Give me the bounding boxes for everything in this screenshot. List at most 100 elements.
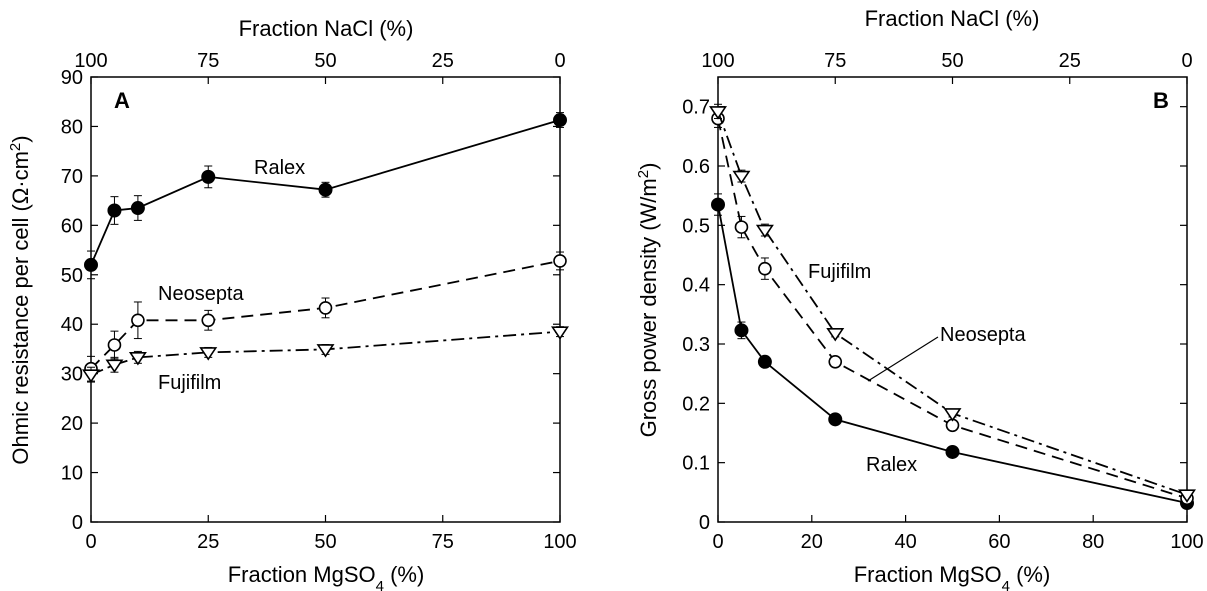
point-neosepta xyxy=(201,313,216,328)
panel-a-x-axis-label: Fraction MgSO4 (%) xyxy=(228,562,425,591)
point-fujifilm xyxy=(732,170,751,185)
x-tick-label: 100 xyxy=(543,531,576,553)
point-neosepta xyxy=(553,254,567,268)
panel-a-letter: A xyxy=(114,88,130,113)
y-tick-label: 10 xyxy=(61,463,83,485)
point-fujifilm xyxy=(826,328,845,342)
y-tick-label: 0.3 xyxy=(682,334,710,356)
point-ralex xyxy=(84,257,98,272)
point-neosepta xyxy=(107,338,122,352)
y-tick-label: 0.6 xyxy=(682,156,710,178)
point-neosepta xyxy=(758,261,772,276)
panel-b-y-label-sup: 2 xyxy=(635,170,652,178)
y-tick-label: 30 xyxy=(61,364,83,386)
panel-a-label-fujifilm: Fujifilm xyxy=(158,372,221,394)
panel-b-y-label-tail: ) xyxy=(636,163,661,170)
panel-a-top-axis-label: Fraction NaCl (%) xyxy=(239,16,414,41)
point-fujifilm xyxy=(551,326,569,340)
panel-a-x-label-sub: 4 xyxy=(376,578,384,591)
panel-b-x-axis-label: Fraction MgSO4 (%) xyxy=(854,562,1051,591)
point-ralex xyxy=(107,203,122,218)
point-neosepta xyxy=(828,354,843,369)
panel-a-x-label-main: Fraction MgSO xyxy=(228,562,376,587)
top-tick-label: 75 xyxy=(197,50,219,72)
panel-b-x-label-tail: (%) xyxy=(1010,562,1050,587)
y-tick-label: 80 xyxy=(61,116,83,138)
panel-b-x-label-main: Fraction MgSO xyxy=(854,562,1002,587)
series-line-fujifilm xyxy=(90,330,561,376)
point-neosepta xyxy=(318,301,333,315)
point-fujifilm xyxy=(709,106,727,120)
point-ralex xyxy=(757,354,772,369)
panel-b-series xyxy=(709,103,1196,511)
panel-a-y-label-main: Ohmic resistance per cell (Ω·cm xyxy=(8,151,33,465)
panel-b-letter: B xyxy=(1153,88,1169,113)
point-fujifilm xyxy=(105,359,124,373)
point-ralex xyxy=(318,182,333,197)
panel-a-y-label-tail: ) xyxy=(8,135,33,142)
panel-b-top-axis-label: Fraction NaCl (%) xyxy=(865,6,1040,31)
panel-b-label-ralex: Ralex xyxy=(866,454,917,476)
point-ralex xyxy=(553,113,567,128)
y-tick-label: 0.4 xyxy=(682,275,710,297)
y-tick-label: 0.5 xyxy=(682,215,710,237)
point-ralex xyxy=(130,201,145,216)
top-tick-label: 25 xyxy=(1059,50,1081,72)
panel-a-label-ralex: Ralex xyxy=(254,157,305,179)
x-tick-label: 50 xyxy=(314,531,336,553)
panel-a-y-axis-label: Ohmic resistance per cell (Ω·cm2) xyxy=(7,135,34,464)
x-tick-label: 80 xyxy=(1082,531,1104,553)
point-fujifilm xyxy=(199,347,218,361)
panel-b-y-label-main: Gross power density (W/m xyxy=(636,178,661,437)
point-ralex xyxy=(828,412,843,427)
point-ralex xyxy=(945,444,960,459)
point-neosepta xyxy=(734,220,749,234)
x-tick-label: 0 xyxy=(712,531,723,553)
point-fujifilm xyxy=(128,352,147,366)
panel-b-label-neosepta: Neosepta xyxy=(940,324,1026,346)
point-fujifilm xyxy=(316,344,335,358)
series-line-fujifilm xyxy=(717,111,1188,496)
x-tick-label: 0 xyxy=(85,531,96,553)
point-ralex xyxy=(711,197,725,212)
panel-b-x-label-sub: 4 xyxy=(1002,578,1010,591)
top-tick-label: 100 xyxy=(74,50,107,72)
point-ralex xyxy=(201,169,216,184)
y-tick-label: 50 xyxy=(61,265,83,287)
panel-a-series xyxy=(82,112,569,383)
panel-a-x-label-tail: (%) xyxy=(384,562,424,587)
y-tick-label: 90 xyxy=(61,67,83,89)
top-tick-label: 50 xyxy=(941,50,963,72)
panel-b-y-axis-label: Gross power density (W/m2) xyxy=(635,163,662,438)
y-tick-label: 40 xyxy=(61,314,83,336)
point-fujifilm xyxy=(1178,489,1196,503)
y-tick-label: 60 xyxy=(61,215,83,237)
top-tick-label: 50 xyxy=(314,50,336,72)
point-fujifilm xyxy=(82,369,100,383)
top-tick-label: 0 xyxy=(554,50,565,72)
y-tick-label: 70 xyxy=(61,166,83,188)
panel-a-y-label-sup: 2 xyxy=(7,143,24,151)
top-tick-label: 0 xyxy=(1181,50,1192,72)
y-tick-label: 0 xyxy=(699,512,710,534)
point-fujifilm xyxy=(755,224,774,239)
x-tick-label: 25 xyxy=(197,531,219,553)
series-line-ralex xyxy=(717,204,1188,504)
y-tick-label: 0.2 xyxy=(682,393,710,415)
panel-b-label-fujifilm: Fujifilm xyxy=(808,261,871,283)
x-tick-label: 60 xyxy=(988,531,1010,553)
series-line-neosepta xyxy=(717,118,1188,500)
series-line-ralex xyxy=(90,119,561,266)
y-tick-label: 20 xyxy=(61,413,83,435)
top-tick-label: 25 xyxy=(432,50,454,72)
top-tick-label: 75 xyxy=(824,50,846,72)
panel-b-neosepta-leader xyxy=(867,336,939,382)
y-tick-label: 0 xyxy=(72,512,83,534)
y-tick-label: 0.1 xyxy=(682,453,710,475)
point-neosepta xyxy=(131,313,145,328)
